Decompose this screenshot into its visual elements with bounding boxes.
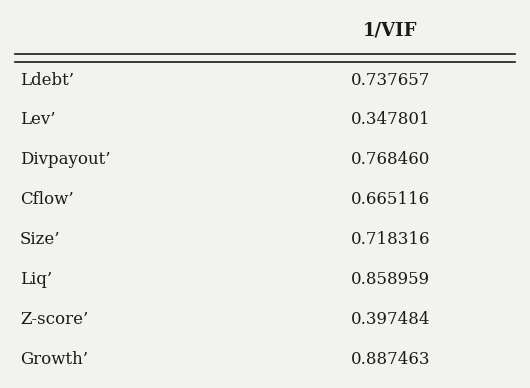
Text: 0.397484: 0.397484: [350, 311, 430, 328]
Text: Liq’: Liq’: [20, 271, 52, 288]
Text: Divpayout’: Divpayout’: [20, 151, 110, 168]
Text: Size’: Size’: [20, 231, 60, 248]
Text: 0.768460: 0.768460: [350, 151, 430, 168]
Text: Lev’: Lev’: [20, 111, 56, 128]
Text: 0.665116: 0.665116: [351, 191, 430, 208]
Text: Cflow’: Cflow’: [20, 191, 74, 208]
Text: Growth’: Growth’: [20, 351, 88, 368]
Text: 0.858959: 0.858959: [351, 271, 430, 288]
Text: 0.718316: 0.718316: [350, 231, 430, 248]
Text: 0.737657: 0.737657: [350, 72, 430, 88]
Text: 0.347801: 0.347801: [350, 111, 430, 128]
Text: Z-score’: Z-score’: [20, 311, 88, 328]
Text: 0.887463: 0.887463: [350, 351, 430, 368]
Text: 1/VIF: 1/VIF: [363, 22, 418, 40]
Text: Ldebt’: Ldebt’: [20, 72, 74, 88]
